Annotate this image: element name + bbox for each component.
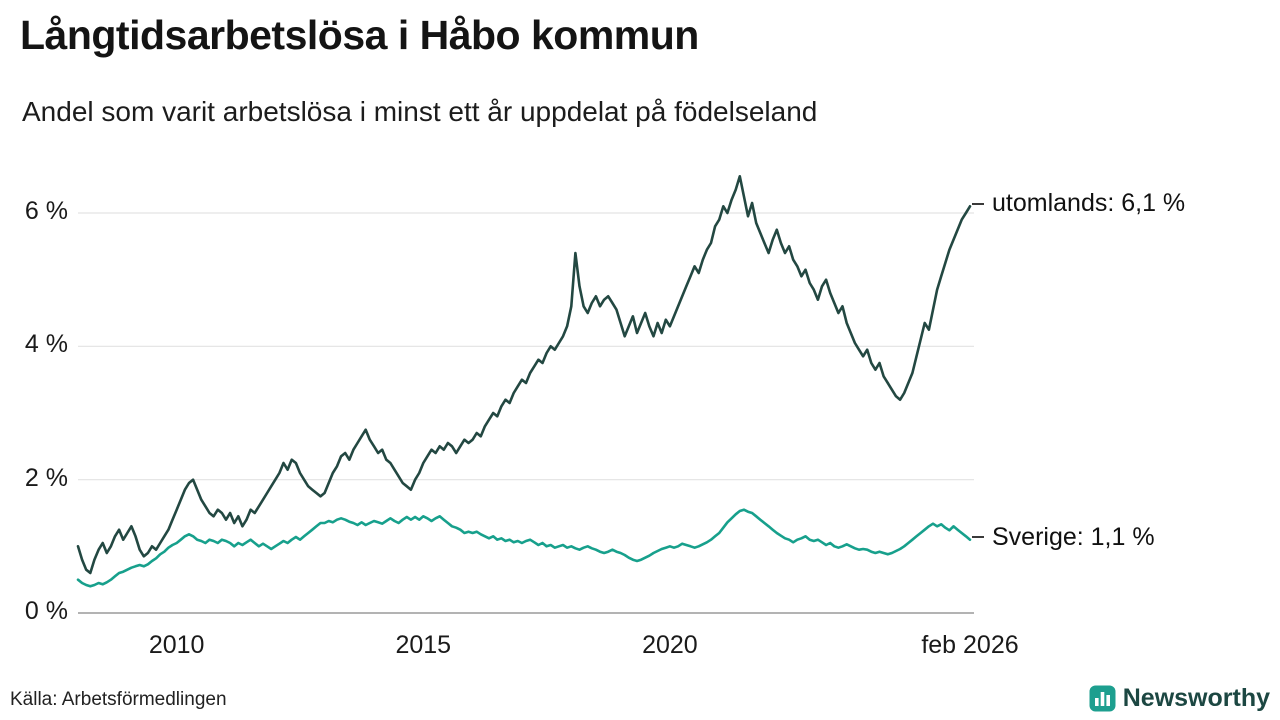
x-tick-label: 2020 (642, 631, 698, 659)
x-tick-label: feb 2026 (921, 631, 1019, 659)
source-note: Källa: Arbetsförmedlingen (10, 689, 227, 710)
series-label-utomlands-text: utomlands: 6,1 % (992, 189, 1186, 218)
series-label-sverige: Sverige: 1,1 % (972, 523, 1155, 552)
x-tick-label: 2010 (148, 631, 205, 659)
series-label-sverige-text: Sverige: 1,1 % (992, 522, 1155, 551)
series-end-tick-icon (972, 202, 984, 205)
chart-subtitle: Andel som varit arbetslösa i minst ett å… (22, 96, 818, 127)
chart-title: Långtidsarbetslösa i Håbo kommun (20, 12, 699, 58)
y-tick-label: 2 % (24, 463, 68, 492)
series-line-utomlands (76, 175, 972, 575)
newsworthy-brand-name: Newsworthy (1122, 684, 1270, 712)
gridlines (78, 212, 974, 614)
newsworthy-brand: Newsworthy (1089, 684, 1270, 713)
series-end-tick-icon (972, 536, 984, 539)
series-line-Sverige (76, 508, 972, 588)
y-tick-label: 4 % (24, 330, 68, 359)
y-tick-label: 6 % (24, 197, 68, 225)
series-lines (76, 175, 972, 588)
series-label-utomlands: utomlands: 6,1 % (972, 189, 1185, 218)
y-tick-label: 0 % (24, 597, 68, 625)
newsworthy-logo-icon (1089, 685, 1116, 712)
x-tick-label: 2015 (395, 631, 452, 659)
